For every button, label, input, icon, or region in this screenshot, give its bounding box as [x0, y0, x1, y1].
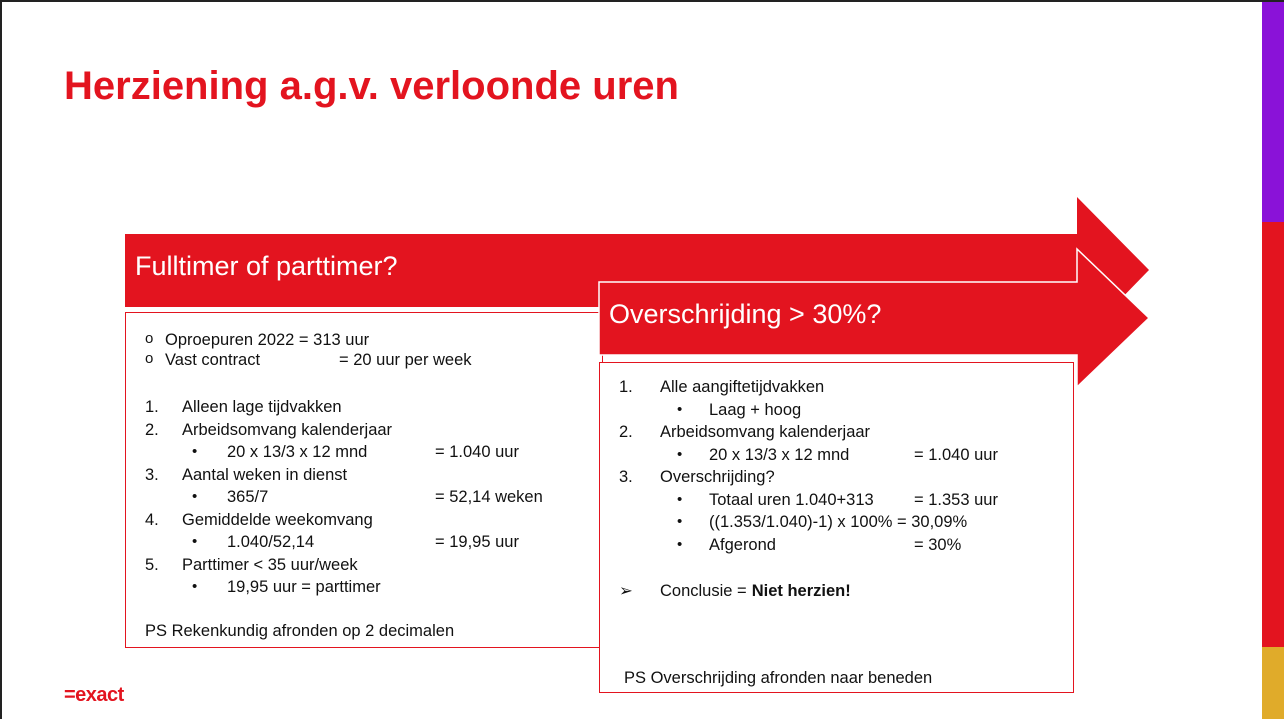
sub-value: = 1.040 uur — [914, 445, 998, 464]
logo: =exact — [64, 684, 124, 706]
sub-text: 1.040/52,14 — [227, 533, 315, 551]
arrow-shape — [125, 197, 1149, 344]
accent-yellow — [1262, 647, 1284, 719]
sub-value: = 1.040 uur — [435, 443, 519, 461]
note-value: = 20 uur per week — [339, 351, 472, 369]
step-number: 4. — [145, 510, 159, 529]
step-number: 5. — [145, 555, 159, 574]
sub-value: = 30% — [914, 535, 962, 554]
footnote: PS Rekenkundig afronden op 2 decimalen — [145, 622, 455, 640]
accent-red — [1262, 222, 1284, 647]
bullet: o — [145, 330, 154, 347]
step-number: 3. — [145, 465, 159, 484]
bullet: • — [192, 488, 198, 505]
bullet: ➢ — [619, 582, 633, 600]
step-text: Arbeidsomvang kalenderjaar — [660, 423, 871, 441]
panel-box: 1. Alle aangiftetijdvakken • Laag + hoog 2. A… — [599, 362, 1074, 693]
step-number: 3. — [619, 468, 633, 486]
step-number: 2. — [145, 420, 159, 439]
step-number: 1. — [619, 378, 633, 396]
bullet: • — [677, 445, 683, 463]
step-text: Overschrijding? — [660, 468, 775, 486]
bullet: • — [677, 400, 683, 418]
arrow-shape — [598, 247, 1151, 389]
sub-text: Laag + hoog — [709, 400, 802, 419]
sub-text: 20 x 13/3 x 12 mnd — [709, 445, 850, 464]
sub-text: 365/7 — [227, 488, 269, 506]
footnote: PS Overschrijding afronden naar beneden — [624, 669, 933, 687]
step-text: Gemiddelde weekomvang — [182, 510, 373, 529]
step-text: Arbeidsomvang kalenderjaar — [182, 420, 393, 439]
step-number: 2. — [619, 423, 633, 441]
arrow-2 — [598, 247, 1151, 389]
arrow-1 — [125, 197, 1149, 344]
note-text: Oproepuren 2022 = 313 uur — [165, 331, 370, 349]
bullet: • — [192, 533, 198, 550]
sub-text: Afgerond — [709, 535, 776, 554]
step-number: 1. — [145, 398, 159, 416]
sub-text: Totaal uren 1.040+313 — [709, 490, 874, 509]
bullet: • — [677, 490, 683, 508]
bullet: • — [192, 443, 198, 460]
step-text: Alleen lage tijdvakken — [182, 398, 342, 416]
sub-text: 19,95 uur = parttimer — [227, 578, 381, 596]
bullet: • — [192, 578, 198, 595]
conclusion-emphasis: Niet herzien! — [751, 582, 851, 600]
panel-box: o Oproepuren 2022 = 313 uur o Vast contract… — [125, 312, 603, 648]
bullet: • — [677, 513, 683, 530]
step-text: Alle aangiftetijdvakken — [660, 378, 825, 396]
slide-title: Herziening a.g.v. verloonde uren — [64, 64, 679, 108]
sub-text: ((1.353/1.040)-1) x 100% = 30,09% — [709, 513, 968, 531]
sub-value: = 1.353 uur — [914, 490, 998, 509]
step-text: Aantal weken in dienst — [182, 465, 348, 484]
conclusion-text: Conclusie = — [660, 582, 747, 600]
accent-purple — [1262, 2, 1284, 222]
bullet: • — [677, 535, 683, 553]
conclusion: Conclusie = Niet herzien! — [660, 581, 851, 601]
step-text: Parttimer < 35 uur/week — [182, 555, 358, 574]
sub-text: 20 x 13/3 x 12 mnd — [227, 443, 368, 461]
panel-heading: Overschrijding > 30%? — [609, 299, 882, 329]
panel-heading: Fulltimer of parttimer? — [135, 251, 398, 281]
note-text: Vast contract — [165, 351, 261, 369]
sub-value: = 19,95 uur — [435, 533, 519, 551]
bullet: o — [145, 350, 154, 367]
sub-value: = 52,14 weken — [435, 488, 543, 506]
